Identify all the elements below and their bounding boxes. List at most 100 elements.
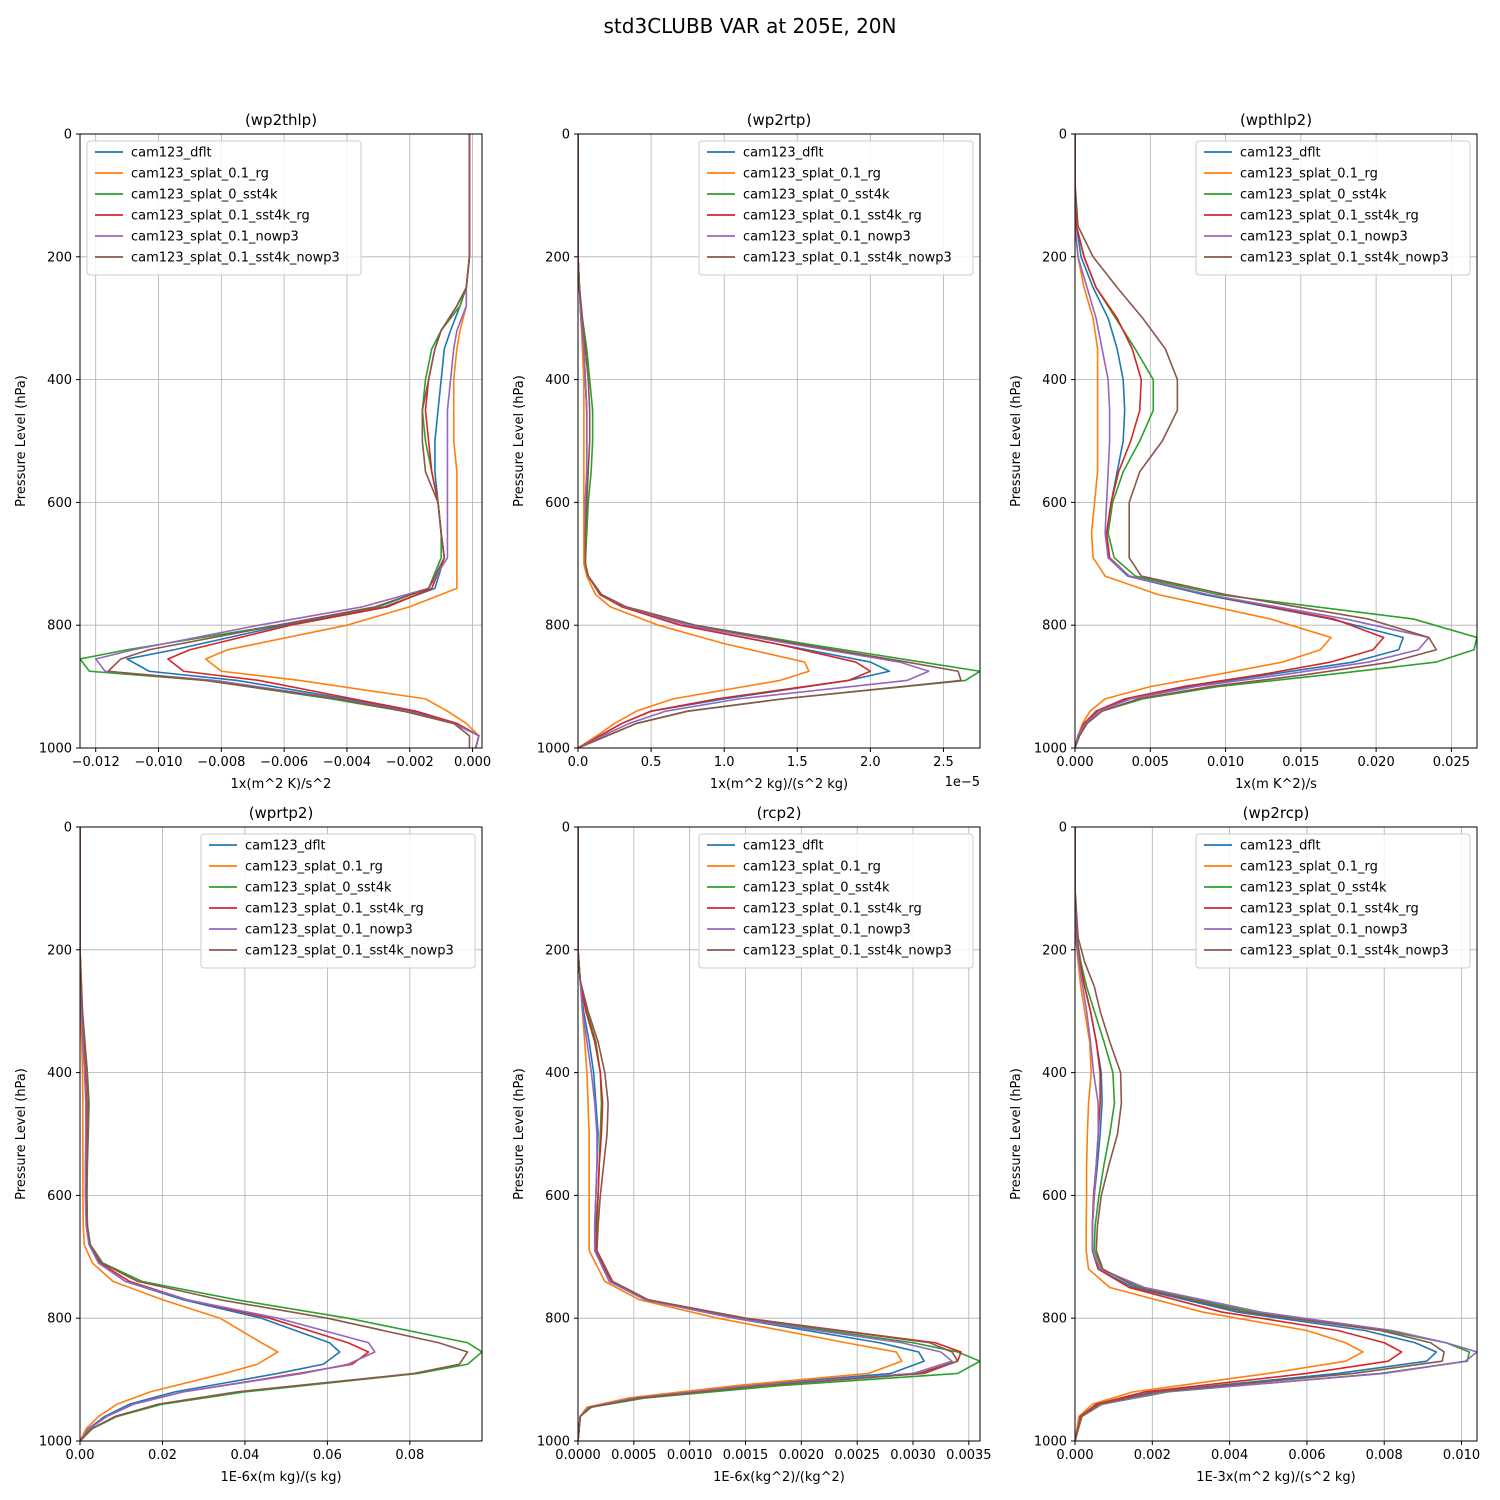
series-line-cam123_splat_0.1_sst4k_rg [1075,134,1385,748]
x-tick-label: 0.000 [454,755,491,770]
panel-title: (wpthlp2) [1240,111,1312,129]
legend: cam123_dflt cam123_splat_0.1_rg cam123_spl… [1195,833,1471,969]
x-tick-label: 0.002 [1134,1448,1171,1463]
y-axis-label: Pressure Level (hPa) [14,375,29,507]
legend-entry: cam123_splat_0.1_sst4k_rg [1240,902,1419,917]
series-line-cam123_splat_0.1_nowp3 [1075,827,1477,1441]
y-tick-label: 600 [1042,496,1067,511]
series-line-cam123_splat_0.1_nowp3 [80,827,376,1441]
x-tick-label: −0.006 [260,755,308,770]
x-tick-label: 0.08 [395,1448,424,1463]
x-tick-label: 0.02 [148,1448,177,1463]
x-tick-label: 0.000 [1056,1448,1093,1463]
legend-entry: cam123_splat_0.1_sst4k_rg [245,902,424,917]
y-tick-label: 200 [47,250,72,265]
axes-frame [577,826,981,1442]
axes-frame [1074,826,1478,1442]
legend-entry: cam123_splat_0_sst4k [131,188,278,203]
y-axis-label: Pressure Level (hPa) [512,375,527,507]
legend-entry: cam123_splat_0_sst4k [245,881,392,896]
x-tick-label: −0.008 [197,755,245,770]
panel-title: (wp2rtp) [747,111,812,129]
x-tick-label: 0.010 [1443,1448,1480,1463]
y-tick-label: 0 [1059,821,1067,836]
legend-entry: cam123_splat_0.1_sst4k_nowp3 [245,944,454,959]
x-tick-label: 2.5 [933,755,954,770]
legend-entry: cam123_splat_0.1_rg [245,860,383,875]
legend-entry: cam123_splat_0.1_nowp3 [245,923,413,938]
chart-panel-4: 0.00 0.02 0.04 0.06 0.08 0 200 400 600 800 1000 (wp… [14,804,483,1485]
y-tick-label: 600 [47,496,72,511]
y-tick-label: 400 [545,1066,570,1081]
chart-panel-6: 0.000 0.002 0.004 0.006 0.008 0.010 0 200 400 600… [1009,804,1480,1485]
x-tick-label: 0.00 [66,1448,95,1463]
x-tick-label: 0.0010 [667,1448,713,1463]
legend-entry: cam123_splat_0.1_sst4k_nowp3 [131,251,340,266]
y-tick-label: 200 [545,943,570,958]
y-axis-label: Pressure Level (hPa) [1009,1068,1024,1200]
y-axis-label: Pressure Level (hPa) [1009,375,1024,507]
y-tick-label: 200 [1042,250,1067,265]
y-tick-label: 200 [545,250,570,265]
x-tick-label: 0.0025 [834,1448,880,1463]
x-tick-label: 0.06 [313,1448,342,1463]
x-tick-label: 0.006 [1288,1448,1325,1463]
x-tick-label: 0.0020 [779,1448,825,1463]
legend-entry: cam123_splat_0.1_sst4k_nowp3 [743,251,952,266]
panel-title: (wp2thlp) [245,111,317,129]
legend-entry: cam123_splat_0.1_sst4k_nowp3 [1240,944,1449,959]
legend-entry: cam123_dflt [245,839,326,854]
x-tick-label: 0.025 [1433,755,1470,770]
x-tick-label: 0.0005 [611,1448,657,1463]
x-tick-label: −0.004 [323,755,371,770]
legend-entry: cam123_splat_0.1_sst4k_nowp3 [1240,251,1449,266]
y-tick-label: 0 [64,128,72,143]
legend-entry: cam123_dflt [131,146,212,161]
x-tick-label: 0.000 [1056,755,1093,770]
x-tick-label: 0.0030 [890,1448,936,1463]
axes-frame [1074,133,1478,749]
y-tick-label: 800 [47,1312,72,1327]
x-axis-label: 1x(m K^2)/s [1235,777,1317,792]
x-tick-label: 0.5 [641,755,662,770]
legend-entry: cam123_dflt [1240,146,1321,161]
y-tick-label: 0 [1059,128,1067,143]
y-axis-label: Pressure Level (hPa) [14,1068,29,1200]
series-line-cam123_splat_0.1_nowp3 [578,827,953,1441]
legend-entry: cam123_splat_0.1_sst4k_rg [1240,209,1419,224]
y-tick-label: 800 [47,619,72,634]
figure-title: std3CLUBB VAR at 205E, 20N [603,14,897,38]
x-tick-label: 0.005 [1132,755,1169,770]
y-axis-label: Pressure Level (hPa) [512,1068,527,1200]
legend-entry: cam123_splat_0_sst4k [1240,188,1387,203]
legend: cam123_dflt cam123_splat_0.1_rg cam123_spl… [698,833,974,969]
series-line-cam123_splat_0.1_sst4k_nowp3 [578,827,959,1441]
legend-entry: cam123_splat_0_sst4k [743,881,890,896]
x-tick-label: 0.0015 [723,1448,769,1463]
axes-frame [79,133,483,749]
series-line-cam123_splat_0.1_sst4k_nowp3 [1075,134,1438,748]
x-axis-label: 1x(m^2 kg)/(s^2 kg) [710,777,848,792]
legend-entry: cam123_splat_0.1_rg [131,167,269,182]
y-tick-label: 0 [562,128,570,143]
y-tick-label: 1000 [39,742,72,757]
legend-entry: cam123_splat_0_sst4k [743,188,890,203]
legend: cam123_dflt cam123_splat_0.1_rg cam123_spl… [86,140,362,276]
x-tick-label: 0.0000 [555,1448,601,1463]
x-tick-label: 0.04 [230,1448,259,1463]
y-tick-label: 400 [47,373,72,388]
legend: cam123_dflt cam123_splat_0.1_rg cam123_spl… [1195,140,1471,276]
series-line-cam123_splat_0.1_nowp3 [1075,134,1430,748]
series-line-cam123_splat_0.1_rg [1075,134,1332,748]
x-tick-label: −0.012 [72,755,120,770]
y-tick-label: 600 [1042,1189,1067,1204]
legend-entry: cam123_splat_0.1_nowp3 [743,923,911,938]
legend-entry: cam123_dflt [743,839,824,854]
y-tick-label: 400 [545,373,570,388]
x-axis-label: 1x(m^2 K)/s^2 [231,777,332,792]
legend-entry: cam123_splat_0_sst4k [1240,881,1387,896]
chart-panel-5: 0.0000 0.0005 0.0010 0.0015 0.0020 0.0025 0.00… [512,804,992,1485]
legend-entry: cam123_splat_0.1_nowp3 [131,230,299,245]
y-tick-label: 800 [1042,1312,1067,1327]
y-tick-label: 0 [64,821,72,836]
